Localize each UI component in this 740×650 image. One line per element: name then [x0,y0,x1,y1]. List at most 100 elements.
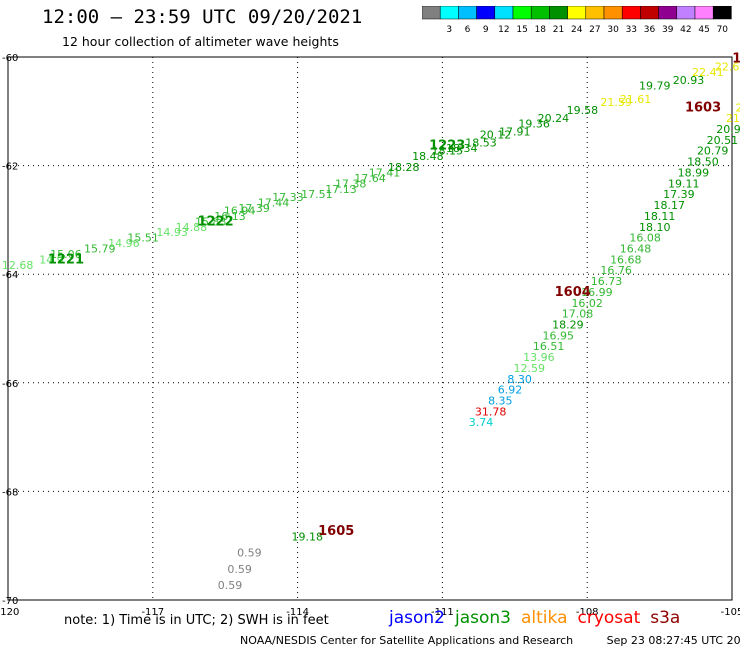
wave-height-label: 20.12 [480,128,512,141]
wave-height-label: 17.08 [562,308,594,321]
wave-height-label: 18.50 [687,156,719,169]
colorbar-label: 3 [446,25,452,35]
pass-time-label: 1222 [197,214,233,229]
wave-height-label: 18.15 [431,145,463,158]
y-tick-label: -60 [2,53,18,64]
wave-height-label: 6.92 [498,384,523,397]
colorbar-label: 15 [516,25,527,35]
satellite-name: jason3 [455,608,511,628]
pass-time-label: 1604 [555,285,591,300]
colorbar-label: 30 [607,25,619,35]
wave-height-label: 0.59 [237,547,262,560]
wave-height-label: 16.51 [533,340,565,353]
wave-height-label: 15.79 [84,242,116,255]
wave-height-label: 14.9 [39,253,64,266]
wave-height-label: 20.93 [673,74,705,87]
colorbar-label: 21 [553,25,564,35]
wave-height-label: 21.61 [620,93,652,106]
wave-height-label: 8.30 [507,373,532,386]
wave-height-label: 18.53 [465,137,497,150]
wave-height-label: 18.48 [412,150,444,163]
x-tick-label: -120 [0,607,19,618]
x-tick-label: -117 [141,607,164,618]
colorbar-swatch [712,6,732,20]
pass-time-label: 1603 [685,100,721,115]
wave-height-label: 18.34 [446,142,478,155]
wave-height-label: 16.68 [610,253,642,266]
wave-height-label: 16.95 [542,329,574,342]
y-tick-label: -70 [2,596,18,607]
wave-height-label: 18.10 [639,221,671,234]
wave-height-label: 19.18 [292,530,324,543]
wave-height-label: 17.38 [335,177,367,190]
wave-height-label: 17.33 [272,191,304,204]
chart-title: 12:00 – 23:59 UTC 09/20/2021 [42,6,363,28]
pass-time-label: 1221 [48,252,84,267]
wave-height-label: 16.73 [591,275,623,288]
satellite-name: jason2 [389,608,445,628]
wave-height-label: 22.41 [692,66,724,79]
wave-height-label: 0.59 [227,563,252,576]
y-tick-label: -62 [2,162,18,173]
satellite-name: altika [521,608,568,628]
wave-height-label: 19.11 [668,177,700,190]
colorbar-label: 70 [717,25,729,35]
wave-height-label: 22.6 [715,61,740,74]
pass-time-label: 1 [732,51,740,66]
wave-height-label: 18.99 [678,166,710,179]
wave-height-label: 19.36 [518,118,550,131]
colorbar-label: 12 [498,25,509,35]
wave-height-label: 19.79 [639,80,671,93]
wave-height-label: 15.06 [50,248,82,261]
wave-height-label: 20.91 [716,123,740,136]
wave-height-label: 17.39 [663,188,695,201]
colorbar-label: 33 [626,25,637,35]
wave-height-label: 12.59 [514,362,546,375]
wave-height-label: 14.88 [176,221,208,234]
colorbar-label: 6 [465,25,471,35]
pass-time-label: 1605 [318,524,354,539]
satellite-legend: jason2 jason3 altika cryosat s3a [389,608,690,628]
satellite-name: s3a [650,608,681,628]
wave-height-label: 18.17 [654,199,686,212]
wave-height-label: 15.83 [195,215,227,228]
wave-height-label: 22.51 [736,101,740,114]
wave-height-label: 20.51 [707,134,739,147]
colorbar-label: 18 [535,25,547,35]
wave-height-label: 17.13 [325,183,357,196]
colorbar-label: 27 [589,25,600,35]
x-tick-label: -111 [431,607,454,618]
wave-height-label: 21.36 [726,112,740,125]
wave-height-label: 17.39 [238,202,270,215]
wave-height-label: 17.51 [301,188,333,201]
colorbar-label: 36 [644,25,656,35]
wave-height-label: 18.11 [644,210,676,223]
colorbar-label: 39 [662,25,674,35]
wave-height-label: 16.94 [224,204,256,217]
wave-height-label: 14.96 [108,237,140,250]
y-tick-label: -64 [2,270,18,281]
wave-height-label: 18.28 [388,161,420,174]
wave-height-label: 18.29 [552,319,584,332]
wave-height-label: 16.76 [600,264,632,277]
wave-height-label: 12.68 [2,259,34,272]
wave-height-label: 20.79 [697,145,729,158]
wave-height-label: 31.78 [475,405,507,418]
wave-height-label: 21.59 [600,96,632,109]
wave-height-label: 16.48 [620,242,652,255]
wave-height-label: 19.58 [567,104,599,117]
x-tick-label: -114 [286,607,309,618]
wave-height-label: 16.02 [571,297,603,310]
pass-time-label: 1223 [429,138,465,153]
wave-height-label: 0.59 [218,579,243,592]
y-tick-label: -66 [2,379,18,390]
wave-height-label: 13.96 [523,351,555,364]
colorbar-label: 45 [698,25,709,35]
timestamp: Sep 23 08:27:45 UTC 2021 [606,634,740,647]
wave-height-label: 16.08 [629,232,661,245]
satellite-name: cryosat [577,608,641,628]
x-tick-label: -105 [721,607,740,618]
footer-note: note: 1) Time is in UTC; 2) SWH is in fe… [64,613,329,628]
wave-height-label: 17.44 [258,196,290,209]
